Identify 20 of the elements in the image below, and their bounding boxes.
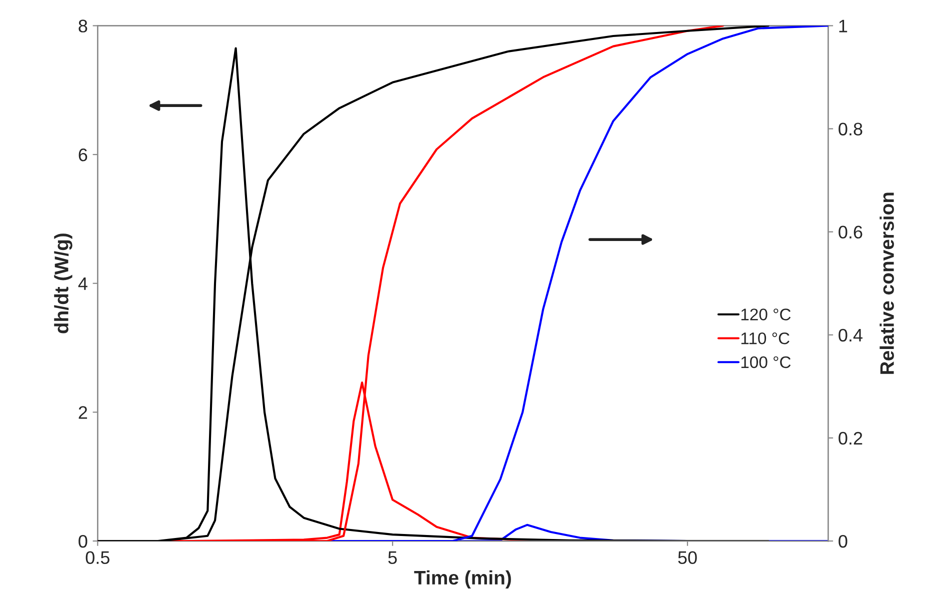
x-tick-label: 50 [678, 551, 697, 564]
y-tick-label: 6 [78, 148, 88, 162]
x-axis-title: Time (min) [414, 570, 511, 588]
y-tick-label: 2 [78, 406, 88, 419]
y-axis-title: dh/dt (W/g) [54, 234, 72, 334]
y2-tick-label: 0.8 [838, 122, 862, 136]
legend-label: 110 °C [741, 332, 790, 344]
y2-tick-label: 0.2 [838, 432, 862, 445]
y2-tick-label: 1 [839, 20, 848, 32]
y-tick-label: 0 [78, 534, 88, 548]
y2-axis-title: Relative conversion [880, 192, 894, 374]
y2-tick-label: 0.4 [838, 328, 862, 342]
y-tick-label: 8 [78, 20, 88, 32]
y2-tick-label: 0.6 [838, 226, 862, 239]
y2-tick-label: 0 [838, 534, 848, 548]
y-tick-label: 4 [78, 277, 88, 290]
x-tick-label: 0.5 [86, 551, 110, 564]
legend-label: 120 °C [741, 308, 791, 320]
legend-label: 100 °C [741, 356, 791, 368]
x-tick-label: 5 [388, 551, 397, 564]
